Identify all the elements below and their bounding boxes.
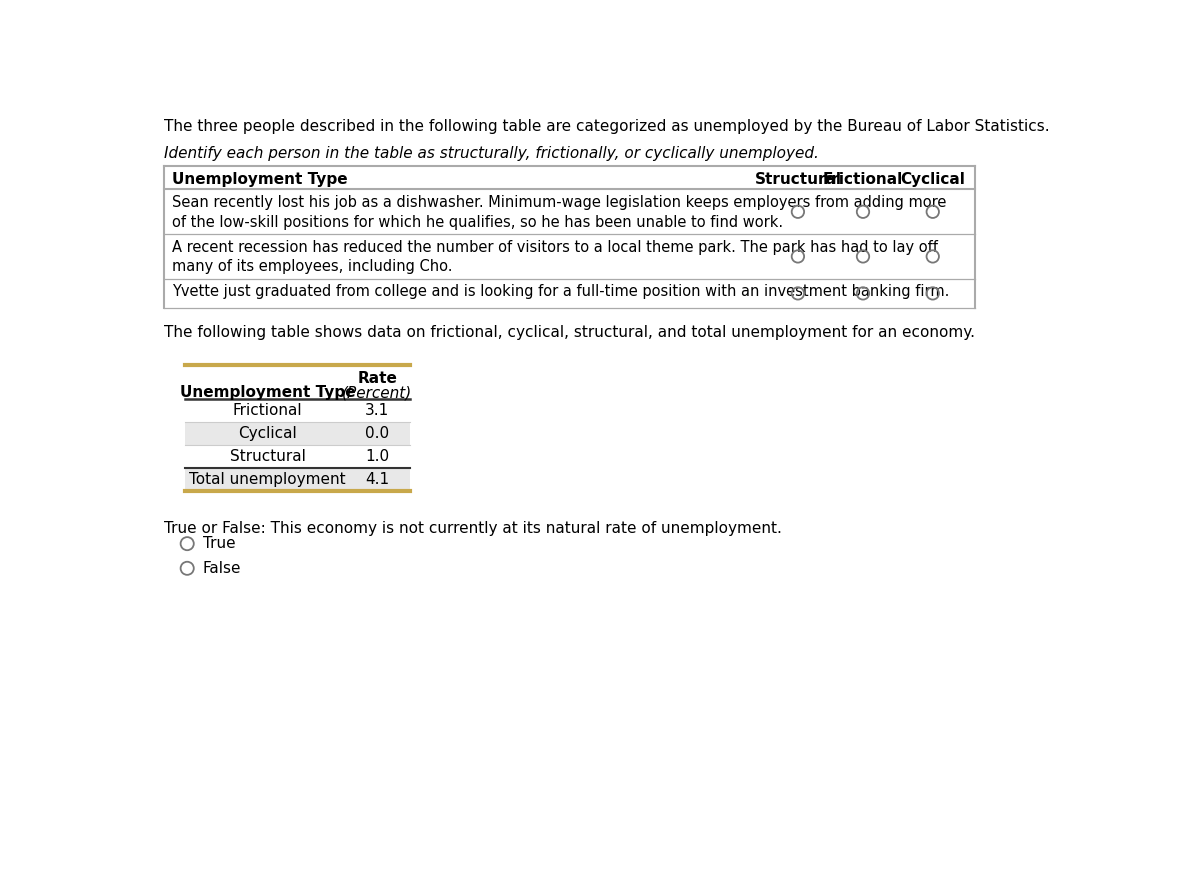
Text: True: True: [203, 536, 235, 551]
Text: Structural: Structural: [230, 449, 306, 464]
Text: 4.1: 4.1: [365, 472, 389, 487]
Text: Cyclical: Cyclical: [900, 172, 965, 187]
Text: Cyclical: Cyclical: [239, 426, 298, 441]
Text: Yvette just graduated from college and is looking for a full-time position with : Yvette just graduated from college and i…: [172, 285, 949, 299]
Text: Total unemployment: Total unemployment: [190, 472, 346, 487]
Text: A recent recession has reduced the number of visitors to a local theme park. The: A recent recession has reduced the numbe…: [172, 239, 937, 274]
Text: 0.0: 0.0: [365, 426, 389, 441]
Text: Structural: Structural: [755, 172, 841, 187]
Text: 3.1: 3.1: [365, 403, 389, 418]
Text: Identify each person in the table as structurally, frictionally, or cyclically u: Identify each person in the table as str…: [164, 146, 818, 161]
Text: Frictional: Frictional: [823, 172, 904, 187]
Text: 1.0: 1.0: [365, 449, 389, 464]
Text: False: False: [203, 560, 241, 576]
Text: The three people described in the following table are categorized as unemployed : The three people described in the follow…: [164, 119, 1050, 134]
Text: True or False: This economy is not currently at its natural rate of unemployment: True or False: This economy is not curre…: [164, 520, 782, 535]
Text: Unemployment Type: Unemployment Type: [172, 172, 347, 187]
Text: The following table shows data on frictional, cyclical, structural, and total un: The following table shows data on fricti…: [164, 325, 974, 340]
FancyBboxPatch shape: [185, 422, 409, 445]
Text: Frictional: Frictional: [233, 403, 302, 418]
Text: Unemployment Type: Unemployment Type: [180, 385, 355, 400]
Text: (Percent): (Percent): [342, 385, 413, 400]
Text: Sean recently lost his job as a dishwasher. Minimum-wage legislation keeps emplo: Sean recently lost his job as a dishwash…: [172, 195, 946, 230]
Text: Rate: Rate: [358, 371, 397, 386]
FancyBboxPatch shape: [185, 468, 409, 491]
